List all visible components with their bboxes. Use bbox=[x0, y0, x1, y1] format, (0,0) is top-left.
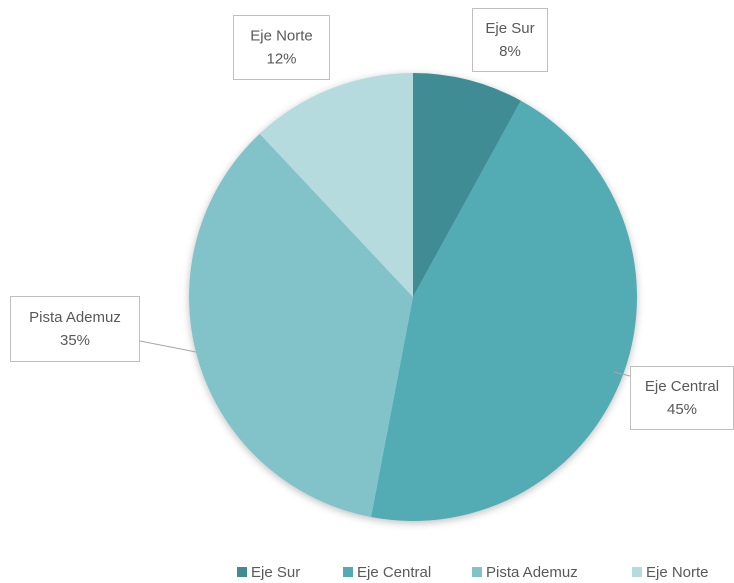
legend-swatch bbox=[343, 567, 353, 577]
leader-line bbox=[139, 340, 197, 353]
legend-label: Pista Ademuz bbox=[486, 564, 578, 581]
pie-slice bbox=[371, 100, 638, 522]
data-label-name: Eje Norte bbox=[250, 27, 313, 44]
legend-label: Eje Sur bbox=[251, 564, 300, 581]
pie bbox=[189, 73, 638, 522]
data-label-value: 45% bbox=[667, 401, 697, 418]
legend-label: Eje Norte bbox=[646, 564, 709, 581]
legend-label: Eje Central bbox=[357, 564, 431, 581]
data-label-value: 35% bbox=[60, 332, 90, 349]
data-label-name: Eje Central bbox=[645, 378, 719, 395]
pie-slice bbox=[259, 73, 413, 297]
label-box bbox=[472, 8, 548, 72]
label-box bbox=[630, 366, 734, 430]
data-label-name: Pista Ademuz bbox=[29, 309, 121, 326]
data-label-value: 8% bbox=[499, 43, 521, 60]
data-label-value: 12% bbox=[266, 50, 296, 67]
data-label-name: Eje Sur bbox=[485, 20, 534, 37]
label-box bbox=[233, 15, 330, 80]
label-box bbox=[10, 296, 140, 362]
pie-slice bbox=[413, 73, 521, 297]
legend-swatch bbox=[632, 567, 642, 577]
pie-slice bbox=[189, 133, 413, 518]
legend-swatch bbox=[237, 567, 247, 577]
legend-swatch bbox=[472, 567, 482, 577]
leader-line bbox=[613, 371, 631, 377]
